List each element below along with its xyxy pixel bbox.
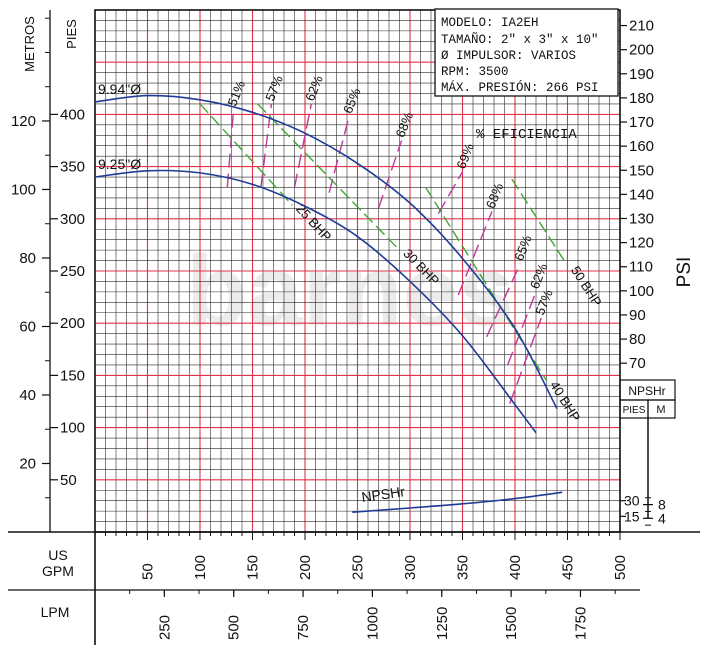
metros-tick-label: 120 [11,113,36,130]
lpm-tick-label: 750 [295,615,312,640]
efficiency-line [377,140,403,209]
info-size: TAMAÑO: 2" x 3" x 10" [441,32,599,47]
psi-tick-label: 120 [629,235,654,252]
pies-tick-label: 300 [60,211,85,228]
lpm-axis-label: LPM [41,604,70,620]
psi-tick-label: 170 [629,114,654,131]
psi-tick-label: 180 [629,90,654,107]
gpm-tick-label: 300 [402,555,419,580]
bhp-line [199,103,293,206]
gpm-tick-label: 500 [612,555,629,580]
psi-tick-label: 100 [629,283,654,300]
gpm-tick-label: 50 [140,563,157,580]
psi-tick-label: 80 [629,331,646,348]
efficiency-line [486,263,521,338]
series-label: 9.25"Ø [98,156,141,172]
efficiency-line [293,103,312,188]
series-curve [94,169,537,434]
gpm-tick-label: 100 [192,555,209,580]
watermark: barnes [186,235,514,347]
series-label: NPSHr [360,483,406,505]
efficiency-line [328,116,350,193]
psi-tick-label: 90 [629,307,646,324]
efficiency-line-label: 65% [340,85,364,115]
psi-tick-label: 200 [629,42,654,59]
left-axes: 50 100 150 200 250 300 350 400 20 40 60 80 100 120 [11,17,85,499]
psi-tick-label: 130 [629,210,654,227]
psi-tick-label: 140 [629,186,654,203]
info-rpm: RPM: 3500 [441,65,509,79]
pies-tick-label: 350 [60,159,85,176]
pies-tick-label: 200 [60,315,85,332]
gpm-tick-label: 400 [507,555,524,580]
psi-tick-label: 160 [629,138,654,155]
metros-tick-label: 80 [19,250,36,267]
efficiency-line [506,291,537,366]
gpm-tick-label: 200 [297,555,314,580]
npsh-box-title: NPSHr [628,384,665,398]
series-label: 9.94"Ø [98,81,141,97]
lpm-tick-label: 1250 [434,607,451,640]
npsh-col-m: M [656,404,665,416]
npsh-m-tick-label: 4 [658,510,666,526]
npsh-col-ft: PIES [623,405,646,416]
lpm-tick-label: 250 [156,615,173,640]
psi-tick-label: 70 [629,355,646,372]
info-model: MODELO: IA2EH [441,16,539,30]
info-impeller: Ø IMPULSOR: VARIOS [441,49,576,63]
lpm-tick-label: 500 [226,615,243,640]
info-box: MODELO: IA2EH TAMAÑO: 2" x 3" x 10" Ø IM… [434,8,619,97]
npsh-m-tick-label: 8 [658,497,666,513]
psi-tick-label: 110 [629,259,653,276]
pies-tick-label: 50 [60,472,77,489]
efficiency-line-label: 62% [527,261,551,291]
bhp-line [511,178,569,267]
metros-tick-label: 100 [11,181,36,198]
efficiency-line [457,211,493,296]
efficiency-line-label: 68% [483,180,507,210]
lpm-tick-label: 1750 [572,607,589,640]
efficiency-line [437,171,464,214]
efficiency-line-label: 62% [302,73,326,103]
psi-tick-label: 150 [629,162,654,179]
metros-tick-label: 40 [19,387,36,404]
lpm-tick-label: 1000 [364,607,381,640]
series-curve [94,94,558,410]
psi-tick-label: 190 [629,66,654,83]
chart-grid [94,9,621,533]
efficiency-label: % EFICIENCIA [476,127,577,143]
gpm-tick-label: 250 [350,555,367,580]
gpm-tick-label: 150 [245,555,262,580]
gpm-tick-label: 450 [560,555,577,580]
info-max-pressure: MÁX. PRESIÓN: 266 PSI [441,80,599,95]
psi-tick-label: 210 [629,18,654,35]
pies-tick-label: 150 [60,367,85,384]
metros-tick-label: 60 [19,318,36,335]
series-curve [352,491,563,513]
pies-axis-label: PIES [64,19,79,49]
gpm-tick-label: 350 [455,555,472,580]
bottom-axes: 50 100 150 200 250 300 350 400 450 500 250 500 750 10… [105,532,629,640]
metros-tick-label: 20 [19,455,36,472]
efficiency-line [226,109,235,188]
pies-tick-label: 100 [60,420,85,437]
efficiency-line [509,317,542,404]
lpm-tick-label: 1500 [503,607,520,640]
gpm-axis-label-us: US [48,547,67,563]
pies-tick-label: 400 [60,106,85,123]
pump-curves: 9.94"Ø 9.25"Ø NPSHr [94,81,563,513]
gpm-axis-label-gpm: GPM [42,563,74,579]
psi-axis-label: PSI [674,257,695,288]
metros-axis-label: METROS [22,16,37,72]
psi-axis: 70 80 90 100 110 120 130 140 150 160 170 180 190 200 2… [620,18,654,372]
npsh-ft-tick-label: 15 [624,508,640,524]
efficiency-line-label: 57% [262,73,286,103]
pies-tick-label: 250 [60,263,85,280]
npsh-ft-tick-label: 30 [624,493,640,509]
